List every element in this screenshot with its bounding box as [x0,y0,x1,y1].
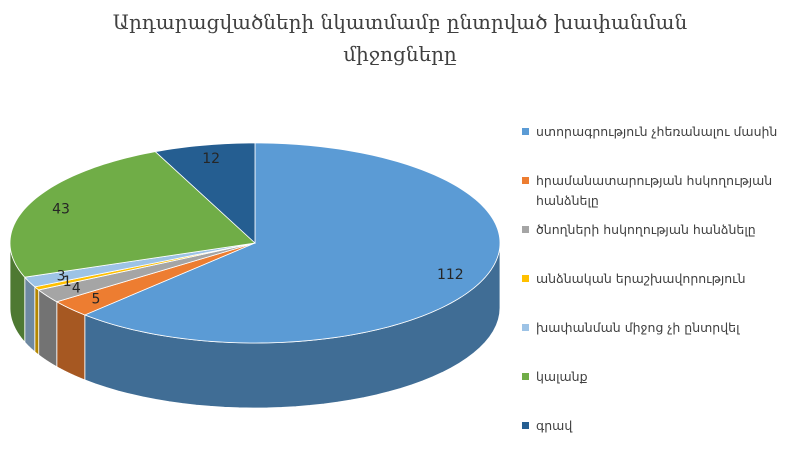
legend-item: հրամանատարության հսկողության հանձնելը [520,171,805,220]
legend-swatch [522,324,529,331]
legend-swatch [522,177,529,184]
slice-side [34,285,40,356]
slice [55,242,256,316]
slice [83,142,501,344]
slice-side [24,276,36,353]
data-label: 112 [437,267,464,283]
legend-item: կալանք [520,367,805,416]
legend-label: ծնողների հսկողության հանձնելը [536,222,756,237]
data-label: 5 [92,291,101,307]
data-label: 43 [52,201,70,217]
legend-label: անձնական երաշխավորություն [536,271,746,286]
data-label: 1 [63,274,72,290]
slice [37,242,256,303]
legend-item: անձնական երաշխավորություն [520,269,805,318]
legend-item: գրավ [520,416,805,465]
chart-title: Արդարացվածների նկատմամբ ընտրված խափանման… [112,10,688,66]
legend-swatch [522,128,529,135]
slice [9,151,256,278]
slice-side [38,289,58,368]
legend-label: ստորագրություն չհեռանալու մասին [536,124,778,139]
legend-label: կալանք [536,369,588,384]
legend-item: ստորագրություն չհեռանալու մասին [520,122,805,171]
legend-swatch [522,275,529,282]
legend-label: խափանման միջոց չի ընտրվել [536,320,740,335]
data-label: 4 [72,281,81,297]
slice [154,142,256,244]
legend-swatch [522,373,529,380]
legend-item: խափանման միջոց չի ընտրվել [520,318,805,367]
data-label: 12 [202,151,220,167]
legend-swatch [522,226,529,233]
legend-item: ծնողների հսկողության հանձնելը [520,220,805,269]
data-label: 3 [57,269,66,285]
legend: ստորագրություն չհեռանալու մասին հրամանատա… [520,122,805,465]
legend-label: գրավ [536,418,573,433]
legend-swatch [522,422,529,429]
legend-label: հրամանատարության հսկողության հանձնելը [536,173,773,208]
